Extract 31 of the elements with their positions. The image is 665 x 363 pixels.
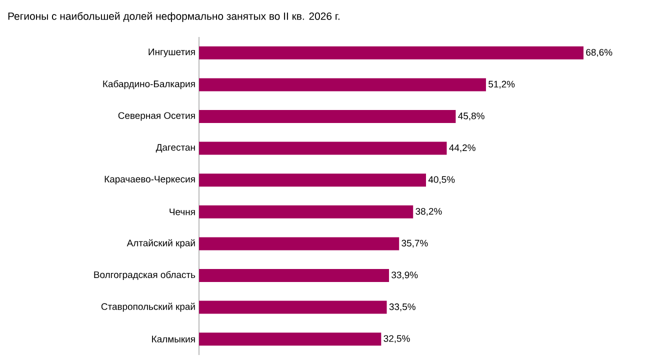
data-label: 68,6% (586, 48, 612, 57)
data-label: 40,5% (428, 176, 455, 184)
y-tick-label: Калмыкия (152, 336, 195, 342)
y-tick-label: Чечня (170, 208, 195, 216)
y-tick-label: Ставропольский край (101, 302, 195, 312)
bar (199, 205, 414, 218)
data-label: 33,9% (392, 272, 418, 280)
data-label: 33,5% (389, 303, 416, 312)
chart-title: Регионы с наибольшей долей неформально занятых во II кв. 2026 г. (8, 12, 340, 22)
y-tick-label: Алтайский край (126, 239, 195, 248)
data-label: 35,7% (402, 240, 428, 248)
y-tick-label: Ингушетия (148, 48, 195, 58)
data-label: 32,5% (384, 335, 410, 344)
data-label: 45,8% (458, 112, 484, 120)
bar (199, 300, 387, 314)
y-tick-label: Дагестан (156, 144, 195, 152)
data-label: 38,2% (416, 208, 442, 216)
bar (199, 142, 447, 155)
bar (199, 110, 456, 123)
bar (199, 78, 486, 92)
bar (199, 332, 382, 346)
y-tick-label: Северная Осетия (118, 112, 195, 121)
y-tick-label: Кабардино-Балкария (103, 80, 195, 90)
bar (199, 174, 426, 187)
data-label: 51,2% (488, 80, 515, 89)
bar (199, 46, 584, 60)
bar (199, 269, 390, 282)
y-tick-label: Карачаево-Черкесия (104, 176, 195, 184)
bar (199, 237, 400, 250)
data-label: 44,2% (449, 144, 476, 152)
y-tick-label: Волгоградская область (94, 271, 196, 280)
